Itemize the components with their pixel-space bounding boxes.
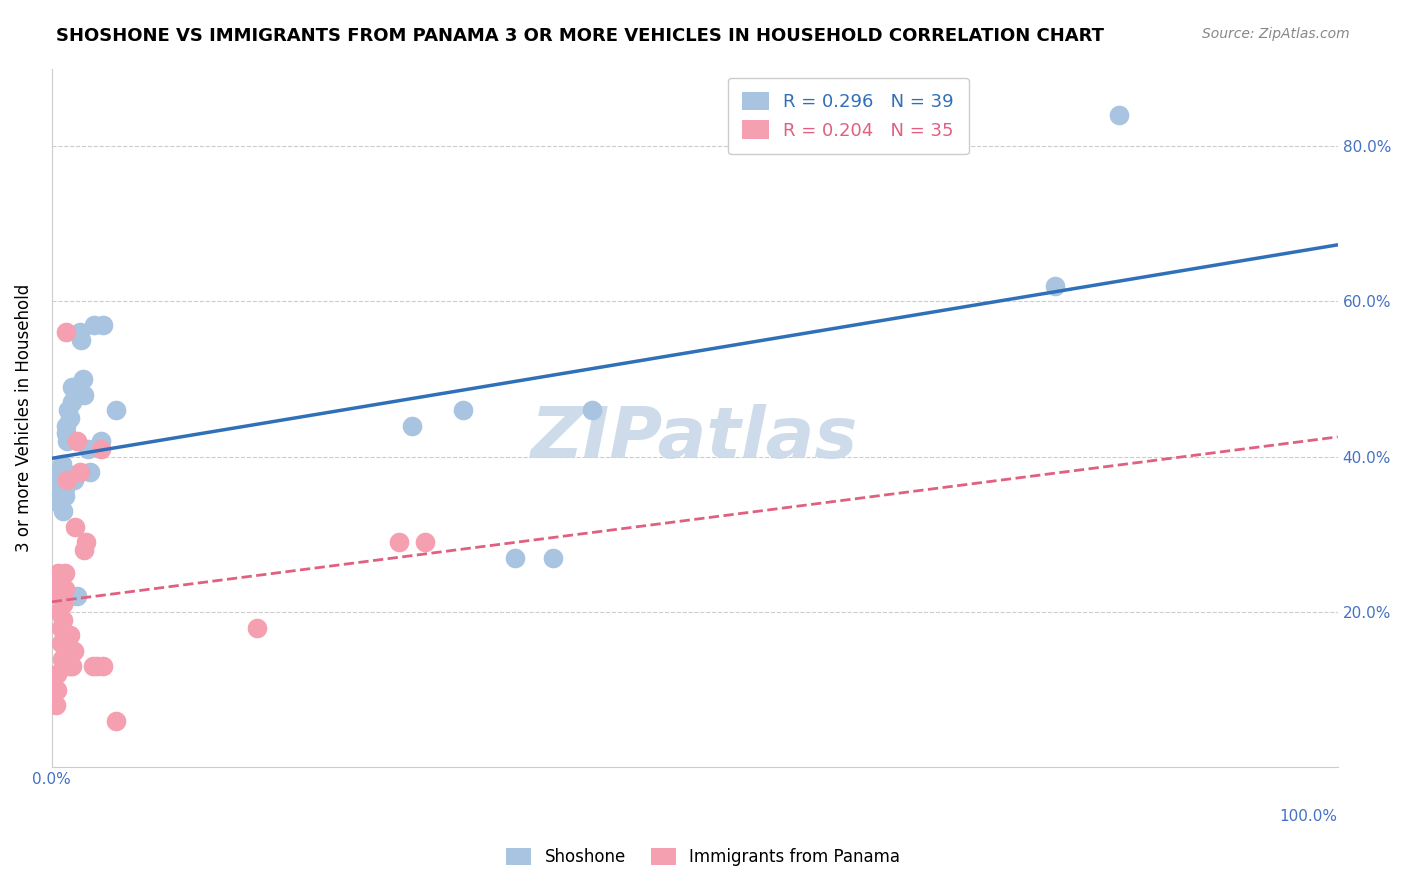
Point [76,442,98,456]
Text: Source: ZipAtlas.com: Source: ZipAtlas.com [1202,27,1350,41]
Y-axis label: 3 or more Vehicles in Household: 3 or more Vehicles in Household [15,284,32,552]
Point [45,682,67,697]
Point [46,566,69,581]
Legend: Shoshone, Immigrants from Panama: Shoshone, Immigrants from Panama [498,840,908,875]
Point [52,504,75,518]
Text: ZIPatlas: ZIPatlas [531,404,859,474]
Point [52,597,75,611]
Point [91,318,114,332]
Point [53,465,76,479]
Point [53,582,76,596]
Point [46,481,69,495]
Point [413,535,436,549]
Point [49,620,72,634]
Point [73,542,96,557]
Point [503,550,526,565]
Point [52,613,75,627]
Point [51,473,73,487]
Point [53,566,76,581]
Point [45,667,67,681]
Point [90,434,112,449]
Point [60,395,83,409]
Point [70,333,93,347]
Point [46,465,69,479]
Point [69,326,91,340]
Point [60,659,83,673]
Point [55,426,77,441]
Point [73,387,96,401]
Point [58,659,80,673]
Point [56,434,79,449]
Point [83,318,105,332]
Point [55,326,77,340]
Point [48,496,70,510]
Point [51,458,73,472]
Point [51,651,73,665]
Point [53,489,76,503]
Point [62,473,84,487]
Point [1108,108,1130,122]
Point [82,659,104,673]
Point [48,590,70,604]
Point [63,519,86,533]
Point [53,481,76,495]
Point [62,644,84,658]
Point [581,403,603,417]
Point [105,714,128,728]
Point [55,418,77,433]
Point [60,659,83,673]
Point [79,465,101,479]
Point [59,628,82,642]
Point [45,698,67,713]
Legend: R = 0.296   N = 39, R = 0.204   N = 35: R = 0.296 N = 39, R = 0.204 N = 35 [727,78,969,154]
Point [52,473,75,487]
Point [105,403,128,417]
Point [86,659,108,673]
Point [76,535,98,549]
Point [56,473,79,487]
Point [451,403,474,417]
Text: SHOSHONE VS IMMIGRANTS FROM PANAMA 3 OR MORE VEHICLES IN HOUSEHOLD CORRELATION C: SHOSHONE VS IMMIGRANTS FROM PANAMA 3 OR … [56,27,1104,45]
Point [60,380,83,394]
Point [66,590,89,604]
Point [51,590,73,604]
Point [90,442,112,456]
Point [58,403,80,417]
Text: 100.0%: 100.0% [1279,809,1337,824]
Point [49,636,72,650]
Point [49,465,72,479]
Point [246,620,269,634]
Point [46,582,69,596]
Point [541,550,564,565]
Point [60,590,83,604]
Point [388,535,411,549]
Point [69,465,91,479]
Point [401,418,423,433]
Point [66,434,89,449]
Point [48,605,70,619]
Point [1043,279,1066,293]
Point [72,372,94,386]
Point [49,481,72,495]
Point [91,659,114,673]
Point [59,410,82,425]
